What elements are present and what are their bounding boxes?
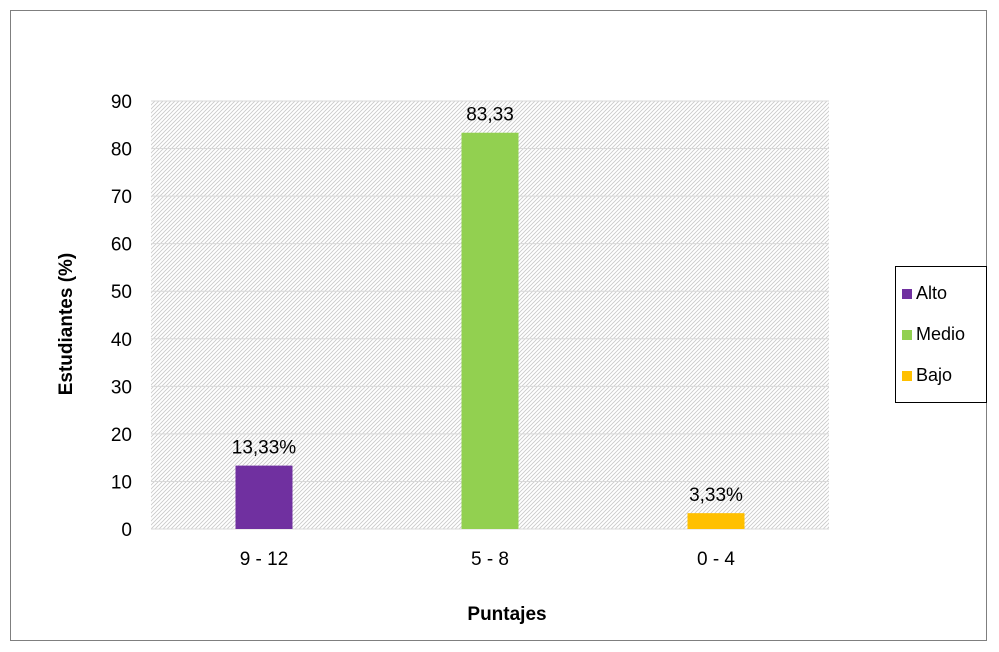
bar-alto	[235, 465, 293, 529]
y-axis-ticks: 0 10 20 30 40 50 60 70 80 90	[111, 92, 132, 541]
y-axis-title: Estudiantes (%)	[56, 253, 77, 396]
y-tick-label: 20	[111, 425, 132, 446]
y-tick-label: 60	[111, 235, 132, 256]
legend-label: Medio	[916, 324, 966, 344]
legend-label: Bajo	[916, 365, 953, 385]
x-tick-label: 9 - 12	[240, 549, 289, 570]
legend-item-alto: Alto	[902, 283, 986, 304]
data-label: 13,33%	[232, 438, 297, 459]
y-tick-label: 40	[111, 330, 132, 351]
bar-medio	[461, 132, 519, 530]
y-tick-label: 70	[111, 187, 132, 208]
x-tick-label: 5 - 8	[471, 549, 509, 570]
data-label: 3,33%	[689, 485, 743, 506]
data-labels: 13,33% 83,33 3,33%	[232, 105, 743, 506]
y-tick-label: 10	[111, 472, 132, 493]
y-tick-label: 80	[111, 140, 132, 161]
legend-item-bajo: Bajo	[902, 365, 986, 386]
legend-swatch	[902, 288, 912, 299]
x-axis-title: Puntajes	[467, 604, 546, 625]
data-label: 83,33	[466, 105, 514, 126]
y-tick-label: 90	[111, 92, 132, 113]
legend-label: Alto	[916, 283, 948, 303]
legend-swatch	[902, 370, 912, 381]
legend-swatch	[902, 329, 912, 340]
y-tick-label: 0	[121, 520, 132, 541]
legend-item-medio: Medio	[902, 324, 986, 345]
y-tick-label: 30	[111, 377, 132, 398]
x-axis-ticks: 9 - 12 5 - 8 0 - 4	[240, 549, 736, 570]
legend: Alto Medio Bajo	[895, 266, 987, 403]
bar-bajo	[687, 513, 745, 529]
bars	[235, 132, 745, 530]
x-tick-label: 0 - 4	[697, 549, 735, 570]
y-tick-label: 50	[111, 282, 132, 303]
